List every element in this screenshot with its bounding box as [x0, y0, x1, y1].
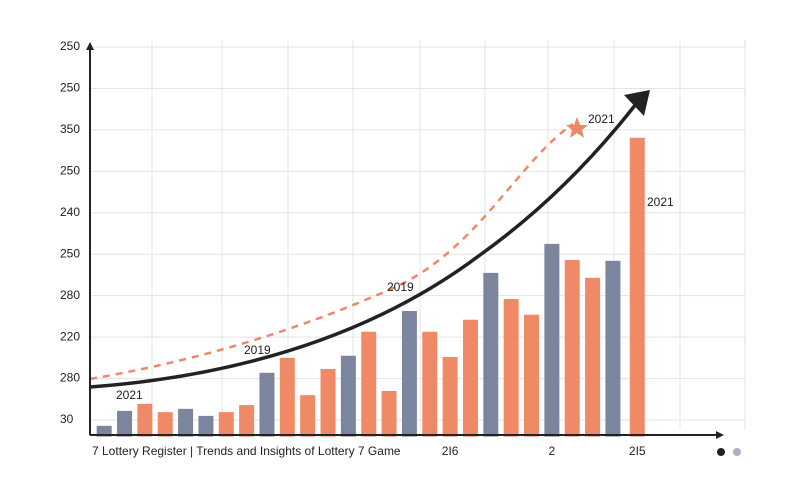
- y-tick-label: 250: [60, 246, 80, 260]
- trend-arrow: [89, 102, 638, 389]
- bar: [279, 357, 295, 437]
- y-tick-label: 220: [60, 329, 80, 343]
- dashed-trend: [89, 122, 574, 381]
- y-tick-label: 350: [60, 122, 80, 136]
- x-tick-label: 2I6: [442, 444, 459, 458]
- bar: [442, 357, 458, 437]
- bar: [137, 403, 153, 437]
- bar: [605, 260, 621, 437]
- bar: [524, 314, 540, 437]
- plot: [96, 137, 645, 437]
- y-tick-label: 250: [60, 164, 80, 178]
- bar: [503, 298, 519, 437]
- bar: [157, 412, 173, 437]
- y-tick-label: 280: [60, 371, 80, 385]
- bar: [462, 319, 478, 437]
- bar: [117, 410, 133, 437]
- x-tick-label: 2I5: [629, 444, 646, 458]
- bar: [564, 260, 580, 437]
- annotation: 2019: [387, 280, 414, 294]
- y-tick-label: 30: [60, 412, 74, 426]
- bar: [585, 277, 601, 437]
- bar: [401, 311, 417, 437]
- y-arrow: [86, 42, 94, 50]
- star: [566, 117, 588, 138]
- bar: [361, 331, 377, 437]
- bar: [320, 369, 336, 437]
- y-tick-label: 240: [60, 205, 80, 219]
- annotation: 2021: [647, 195, 674, 209]
- bar: [239, 405, 255, 437]
- bar: [218, 412, 234, 437]
- bar: [178, 408, 194, 437]
- bar: [544, 243, 560, 437]
- annotation: 2021: [116, 388, 143, 402]
- annotation: 2019: [244, 343, 271, 357]
- bar: [96, 425, 112, 437]
- bar: [340, 355, 356, 437]
- x-arrow: [716, 431, 724, 439]
- bar: [629, 137, 645, 437]
- bar: [422, 331, 438, 437]
- y-tick-label: 250: [60, 39, 80, 53]
- arrow-head: [624, 90, 650, 116]
- dot: [717, 448, 725, 456]
- bar: [381, 391, 397, 437]
- bar: [198, 415, 214, 437]
- y-tick-label: 250: [60, 81, 80, 95]
- y-tick-label: 280: [60, 288, 80, 302]
- bar: [300, 395, 316, 437]
- bar: [259, 372, 275, 437]
- caption: 7 Lottery Register | Trends and Insights…: [92, 444, 401, 458]
- x-tick-label: 2: [549, 444, 556, 458]
- bar: [483, 272, 499, 437]
- annotation: 2021: [588, 112, 615, 126]
- dot: [733, 448, 741, 456]
